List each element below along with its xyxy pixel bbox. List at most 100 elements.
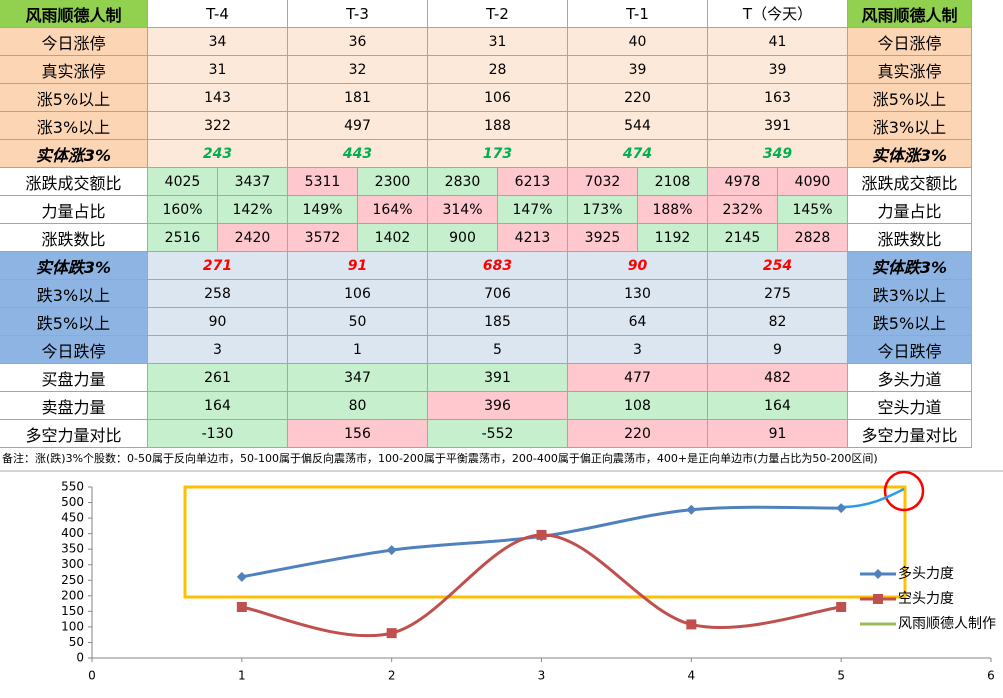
data-point: [686, 619, 697, 630]
row-label: 实体涨3%: [0, 140, 148, 168]
row-label: 今日涨停: [848, 28, 972, 56]
value-cell: 164: [708, 392, 848, 420]
value-cell: 396: [428, 392, 568, 420]
y-tick-label: 500: [61, 495, 84, 509]
trend-extension: [840, 487, 905, 509]
value-cell: 2830: [428, 168, 498, 196]
header-cell: 风雨顺德人制: [848, 0, 972, 28]
row-label: 涨跌数比: [0, 224, 148, 252]
value-cell: 9: [708, 336, 848, 364]
header-cell: T-1: [568, 0, 708, 28]
row-label: 涨3%以上: [848, 112, 972, 140]
row-label: 实体涨3%: [848, 140, 972, 168]
data-point: [686, 504, 697, 515]
value-cell: 314%: [428, 196, 498, 224]
value-cell: 275: [708, 280, 848, 308]
value-cell: 391: [708, 112, 848, 140]
value-cell: 1192: [638, 224, 708, 252]
row-label: 涨跌成交额比: [0, 168, 148, 196]
data-point: [386, 545, 397, 556]
value-cell: 254: [708, 252, 848, 280]
row-label: 今日跌停: [848, 336, 972, 364]
value-cell: 149%: [288, 196, 358, 224]
value-cell: 474: [568, 140, 708, 168]
row-label: 多头力道: [848, 364, 972, 392]
value-cell: 243: [148, 140, 288, 168]
legend-marker: [873, 569, 883, 579]
row-label: 今日涨停: [0, 28, 148, 56]
row-label: 涨跌成交额比: [848, 168, 972, 196]
value-cell: 142%: [218, 196, 288, 224]
value-cell: 391: [428, 364, 568, 392]
y-tick-label: 550: [61, 480, 84, 494]
value-cell: 64: [568, 308, 708, 336]
value-cell: 188%: [638, 196, 708, 224]
x-tick-label: 5: [837, 669, 845, 683]
row-label: 空头力道: [848, 392, 972, 420]
value-cell: 90: [148, 308, 288, 336]
value-cell: 3572: [288, 224, 358, 252]
value-cell: 173%: [568, 196, 638, 224]
value-cell: 91: [708, 420, 848, 448]
x-tick-label: 6: [987, 669, 995, 683]
row-label: 涨5%以上: [848, 84, 972, 112]
value-cell: 4090: [778, 168, 848, 196]
value-cell: 220: [568, 84, 708, 112]
value-cell: 106: [428, 84, 568, 112]
data-point: [236, 571, 247, 582]
legend-label: 空头力度: [898, 591, 954, 607]
value-cell: 28: [428, 56, 568, 84]
value-cell: -552: [428, 420, 568, 448]
header-cell: 风雨顺德人制: [0, 0, 148, 28]
value-cell: 34: [148, 28, 288, 56]
value-cell: 261: [148, 364, 288, 392]
value-cell: 3: [148, 336, 288, 364]
legend-marker: [873, 594, 883, 604]
data-point: [836, 602, 847, 613]
data-point: [836, 503, 847, 514]
value-cell: 91: [288, 252, 428, 280]
data-point: [386, 628, 397, 639]
value-cell: 544: [568, 112, 708, 140]
header-cell: T（今天）: [708, 0, 848, 28]
value-cell: 3925: [568, 224, 638, 252]
value-cell: 173: [428, 140, 568, 168]
y-tick-label: 0: [76, 651, 84, 665]
value-cell: 497: [288, 112, 428, 140]
value-cell: 6213: [498, 168, 568, 196]
value-cell: 39: [568, 56, 708, 84]
y-tick-label: 300: [61, 557, 84, 571]
row-label: 多空力量对比: [848, 420, 972, 448]
row-label: 跌3%以上: [848, 280, 972, 308]
row-label: 实体跌3%: [0, 252, 148, 280]
row-label: 实体跌3%: [848, 252, 972, 280]
row-label: 多空力量对比: [0, 420, 148, 448]
row-label: 真实涨停: [0, 56, 148, 84]
value-cell: 4978: [708, 168, 778, 196]
value-cell: 232%: [708, 196, 778, 224]
value-cell: 2300: [358, 168, 428, 196]
value-cell: 31: [148, 56, 288, 84]
value-cell: 164%: [358, 196, 428, 224]
series-line: [241, 505, 842, 579]
value-cell: 188: [428, 112, 568, 140]
value-cell: -130: [148, 420, 288, 448]
row-label: 今日跌停: [0, 336, 148, 364]
value-cell: 108: [568, 392, 708, 420]
value-cell: 31: [428, 28, 568, 56]
value-cell: 1: [288, 336, 428, 364]
x-tick-label: 2: [388, 669, 396, 683]
note: 备注：涨(跌)3%个股数：0-50属于反向单边市，50-100属于偏反向震荡市，…: [2, 452, 878, 465]
value-cell: 5: [428, 336, 568, 364]
value-cell: 145%: [778, 196, 848, 224]
value-cell: 7032: [568, 168, 638, 196]
value-cell: 164: [148, 392, 288, 420]
value-cell: 156: [288, 420, 428, 448]
y-tick-label: 250: [61, 573, 84, 587]
value-cell: 683: [428, 252, 568, 280]
value-cell: 160%: [148, 196, 218, 224]
header-cell: T-4: [148, 0, 288, 28]
value-cell: 347: [288, 364, 428, 392]
y-tick-label: 400: [61, 526, 84, 540]
series-line: [241, 533, 842, 638]
